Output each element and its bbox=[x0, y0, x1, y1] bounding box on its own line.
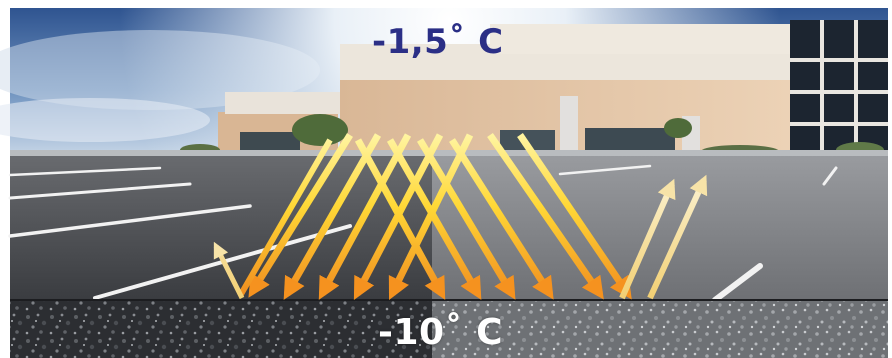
air-temperature-label: -1,5˚ C bbox=[372, 22, 504, 62]
sun-ray-arrows bbox=[213, 133, 708, 301]
pavement-cross-section bbox=[10, 299, 888, 358]
warehouse-building bbox=[218, 20, 888, 160]
pavement-temperature-label: -10˚ C bbox=[378, 312, 503, 353]
